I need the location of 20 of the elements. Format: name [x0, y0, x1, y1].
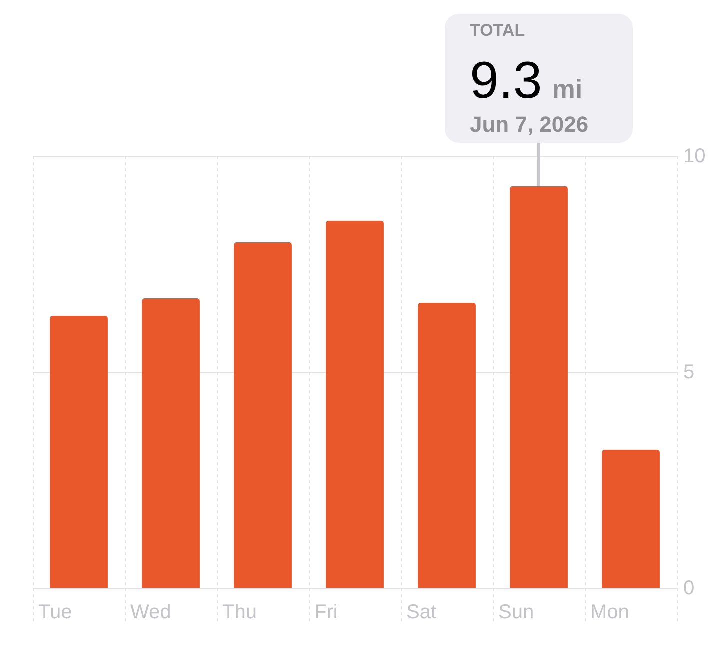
x-tick-label: Fri — [314, 602, 338, 624]
y-tick-label: 10 — [684, 146, 706, 168]
bar — [234, 242, 292, 588]
x-tick-label: Thu — [222, 602, 257, 624]
bar — [510, 186, 568, 588]
x-tick-label: Tue — [38, 602, 72, 624]
x-tick-label: Sat — [406, 602, 437, 624]
bar — [326, 220, 384, 588]
bar — [142, 298, 200, 588]
annotation: Jun 7, 2026 — [470, 112, 589, 137]
y-tick-label: 0 — [684, 578, 695, 600]
x-tick-label: Sun — [498, 602, 534, 624]
y-tick-label: 5 — [684, 362, 695, 384]
text: TOTAL — [470, 21, 526, 40]
bar — [50, 316, 108, 588]
bar — [602, 450, 660, 588]
x-tick-label: Mon — [590, 602, 630, 624]
x-tick-label: Wed — [130, 602, 172, 624]
bar — [418, 302, 476, 588]
annotation: 9.3 mi — [470, 52, 583, 110]
